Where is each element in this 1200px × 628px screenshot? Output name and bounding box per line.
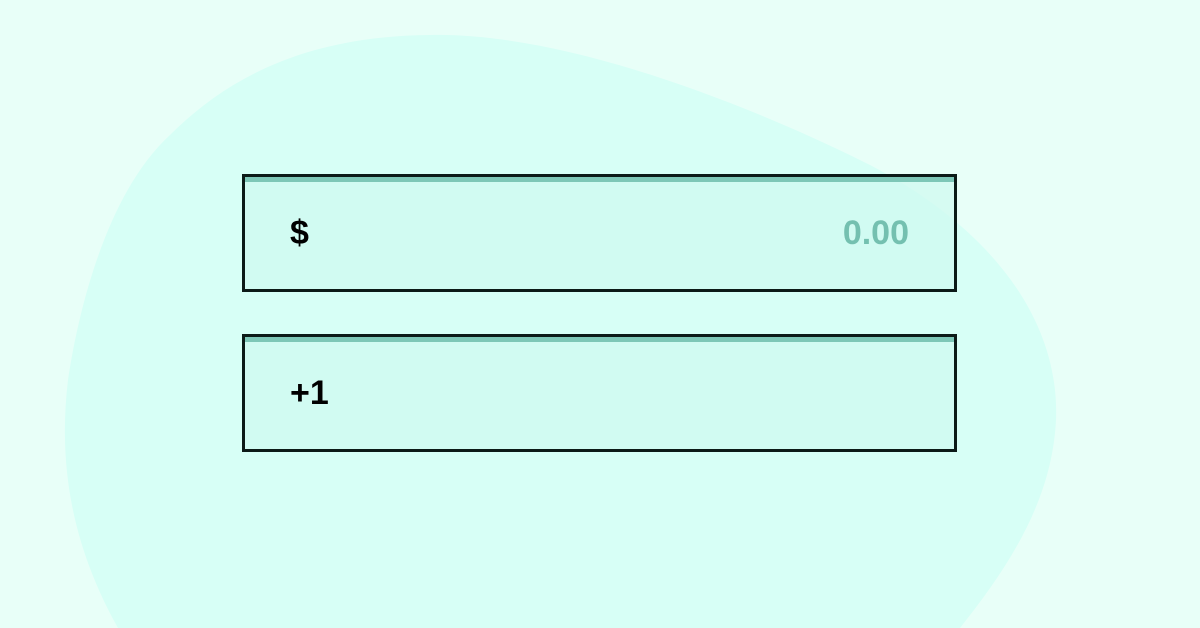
currency-input[interactable]: [389, 177, 909, 289]
phone-input[interactable]: [345, 337, 909, 449]
currency-prefix: $: [290, 214, 309, 252]
currency-field[interactable]: $: [242, 174, 957, 292]
phone-field[interactable]: +1: [242, 334, 957, 452]
phone-prefix: +1: [290, 374, 329, 412]
